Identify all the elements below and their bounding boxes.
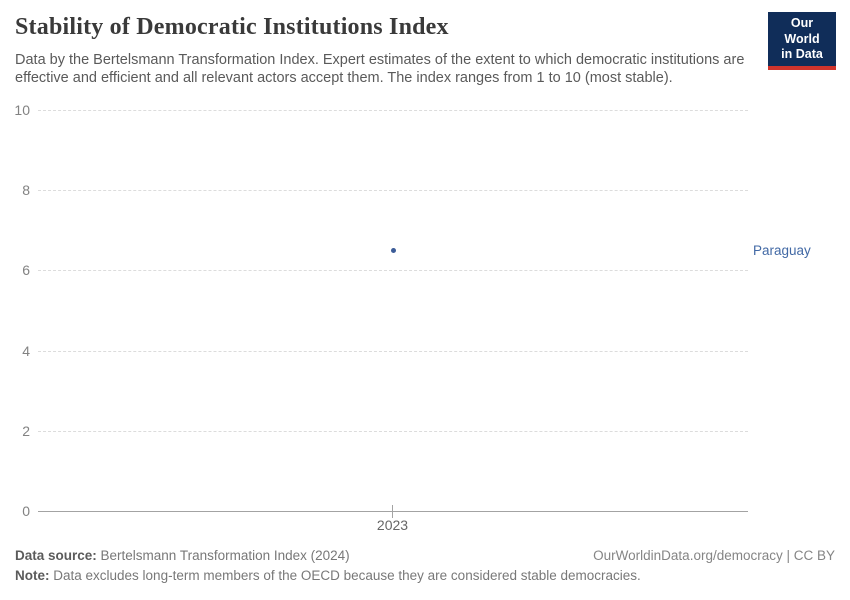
data-source-label: Data source:	[15, 548, 97, 563]
y-axis-tick-label: 4	[22, 342, 30, 359]
page-title: Stability of Democratic Institutions Ind…	[15, 14, 449, 40]
y-axis-tick-label: 10	[14, 102, 30, 118]
x-axis-tick	[392, 505, 393, 518]
note-text: Data excludes long-term members of the O…	[49, 568, 641, 583]
owid-logo[interactable]: Our World in Data	[768, 12, 836, 70]
chart-subtitle: Data by the Bertelsmann Transformation I…	[15, 52, 745, 86]
x-axis-line	[38, 511, 748, 512]
y-gridline	[38, 270, 748, 272]
data-source-line: Data source: Bertelsmann Transformation …	[15, 548, 350, 563]
owid-logo-line1: Our World	[784, 16, 820, 46]
y-gridline	[38, 190, 748, 192]
owid-logo-line2: in Data	[781, 47, 823, 62]
y-axis-tick-label: 0	[22, 503, 30, 519]
data-source-text: Bertelsmann Transformation Index (2024)	[96, 548, 350, 563]
note-line: Note: Data excludes long-term members of…	[15, 568, 641, 583]
y-axis-tick-label: 6	[22, 262, 30, 279]
y-gridline	[38, 430, 748, 432]
y-axis-tick-label: 2	[22, 422, 30, 439]
data-point[interactable]	[390, 247, 396, 253]
license-link[interactable]: OurWorldinData.org/democracy | CC BY	[593, 548, 835, 563]
note-label: Note:	[15, 568, 50, 583]
y-axis-tick-label: 8	[22, 182, 30, 199]
y-gridline	[38, 110, 748, 111]
y-gridline	[38, 350, 748, 352]
entity-label[interactable]: Paraguay	[753, 243, 811, 259]
x-axis-tick-label: 2023	[376, 517, 409, 533]
